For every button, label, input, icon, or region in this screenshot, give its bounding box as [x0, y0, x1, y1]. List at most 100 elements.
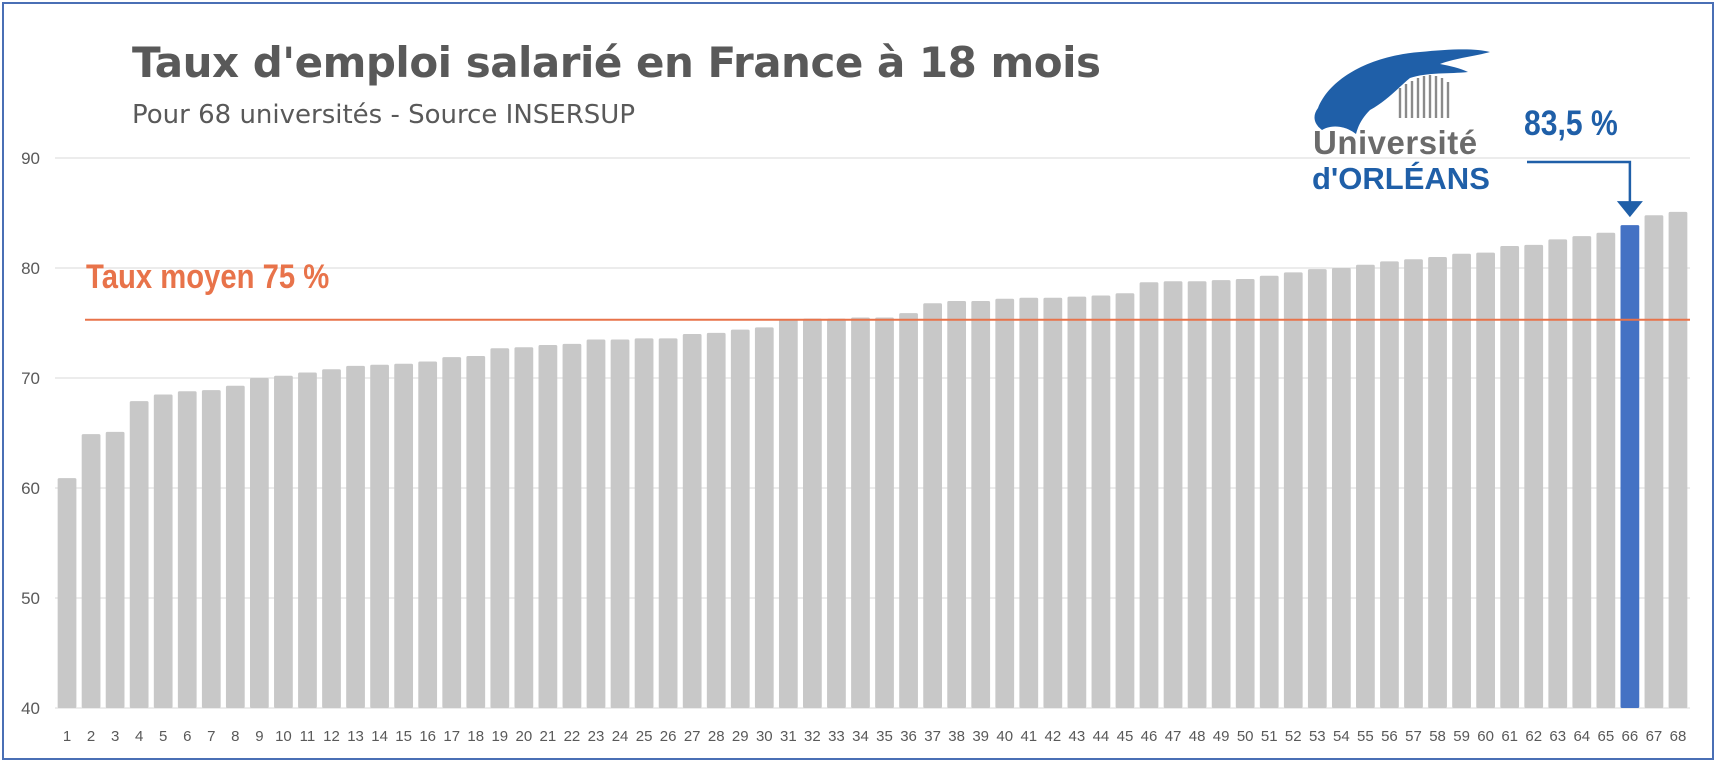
- x-tick-label: 50: [1237, 728, 1254, 745]
- bar: [1115, 293, 1135, 708]
- bar: [81, 434, 101, 708]
- bar: [827, 318, 846, 708]
- bar: [1668, 211, 1688, 708]
- x-tick-label: 22: [564, 728, 581, 745]
- bar: [1163, 281, 1183, 708]
- logo-text-orleans: d'ORLÉANS: [1312, 161, 1490, 196]
- x-tick-label: 14: [371, 728, 388, 745]
- x-tick-label: 49: [1213, 728, 1230, 745]
- x-tick-label: 17: [443, 728, 460, 745]
- logo-columns-icon: [1398, 75, 1450, 118]
- bar: [1067, 296, 1087, 708]
- x-tick-label: 62: [1525, 728, 1542, 745]
- logo-swoosh-icon: [1314, 49, 1490, 134]
- x-tick-label: 54: [1333, 728, 1350, 745]
- y-tick-label: 50: [21, 589, 40, 608]
- x-tick-label: 43: [1069, 728, 1086, 745]
- bar: [57, 478, 77, 708]
- bar: [225, 385, 245, 708]
- x-tick-label: 45: [1117, 728, 1134, 745]
- bar: [971, 301, 991, 708]
- bar: [1259, 275, 1279, 708]
- bar: [851, 317, 870, 708]
- y-axis-ticks: 40 50 60 70 80 90: [21, 149, 40, 718]
- x-tick-label: 57: [1405, 728, 1422, 745]
- bar: [1283, 272, 1303, 708]
- x-tick-label: 60: [1477, 728, 1494, 745]
- bar: [538, 345, 558, 708]
- x-tick-label: 42: [1044, 728, 1061, 745]
- bar: [418, 361, 438, 708]
- x-tick-label: 58: [1429, 728, 1446, 745]
- x-tick-label: 32: [804, 728, 821, 745]
- highlight-label: 83,5 %: [1524, 104, 1618, 143]
- bar: [1380, 261, 1399, 708]
- x-tick-label: 3: [111, 728, 119, 745]
- average-label: Taux moyen 75 %: [86, 258, 330, 296]
- bar: [249, 378, 269, 708]
- x-tick-label: 35: [876, 728, 893, 745]
- x-tick-label: 25: [636, 728, 653, 745]
- bar: [442, 357, 462, 708]
- x-tick-label: 67: [1646, 728, 1663, 745]
- bar: [1500, 246, 1520, 708]
- bar: [658, 338, 678, 708]
- annotations: [85, 160, 1690, 321]
- x-tick-label: 18: [467, 728, 484, 745]
- bar: [754, 327, 774, 708]
- bar: [490, 348, 510, 708]
- bar: [1404, 259, 1423, 708]
- x-tick-label: 24: [612, 728, 629, 745]
- bar: [1524, 244, 1544, 708]
- x-tick-label: 53: [1309, 728, 1326, 745]
- x-tick-label: 21: [540, 728, 557, 745]
- x-tick-label: 65: [1598, 728, 1615, 745]
- x-tick-label: 16: [419, 728, 436, 745]
- bar: [201, 390, 221, 708]
- x-tick-label: 66: [1622, 728, 1639, 745]
- bar: [105, 431, 125, 708]
- bar: [562, 343, 582, 708]
- chart-title: Taux d'emploi salarié en France à 18 moi…: [132, 38, 1101, 87]
- bar: [1307, 269, 1327, 708]
- bar: [370, 364, 389, 708]
- bar: [803, 318, 822, 708]
- bar: [298, 372, 317, 708]
- bar: [1596, 232, 1616, 709]
- bar: [875, 317, 894, 708]
- x-tick-label: 11: [300, 728, 316, 745]
- x-tick-label: 13: [347, 728, 364, 745]
- chart-subtitle: Pour 68 universités - Source INSERSUP: [132, 100, 636, 130]
- bar: [923, 303, 942, 708]
- y-tick-label: 80: [21, 259, 40, 278]
- highlight-bar: [1620, 225, 1640, 708]
- bar: [706, 332, 726, 708]
- x-tick-label: 39: [972, 728, 989, 745]
- bar: [586, 339, 606, 708]
- x-tick-label: 29: [732, 728, 749, 745]
- y-tick-label: 70: [21, 369, 40, 388]
- bar: [1644, 215, 1664, 708]
- bar: [1211, 280, 1231, 708]
- x-tick-label: 44: [1093, 728, 1110, 745]
- bar: [899, 313, 918, 708]
- x-tick-label: 68: [1670, 728, 1687, 745]
- x-tick-label: 30: [756, 728, 773, 745]
- x-tick-label: 48: [1189, 728, 1206, 745]
- x-tick-label: 59: [1453, 728, 1470, 745]
- bars: [57, 211, 1688, 709]
- x-tick-label: 55: [1357, 728, 1374, 745]
- x-tick-label: 61: [1501, 728, 1518, 745]
- universite-orleans-logo: [1314, 49, 1490, 134]
- x-tick-label: 20: [516, 728, 533, 745]
- bar: [1019, 297, 1039, 708]
- y-tick-label: 90: [21, 149, 40, 168]
- x-tick-label: 12: [323, 728, 340, 745]
- x-tick-label: 37: [924, 728, 941, 745]
- bar: [1235, 279, 1255, 708]
- x-tick-label: 10: [275, 728, 292, 745]
- x-tick-label: 27: [684, 728, 701, 745]
- x-tick-label: 33: [828, 728, 845, 745]
- bar: [1428, 257, 1447, 708]
